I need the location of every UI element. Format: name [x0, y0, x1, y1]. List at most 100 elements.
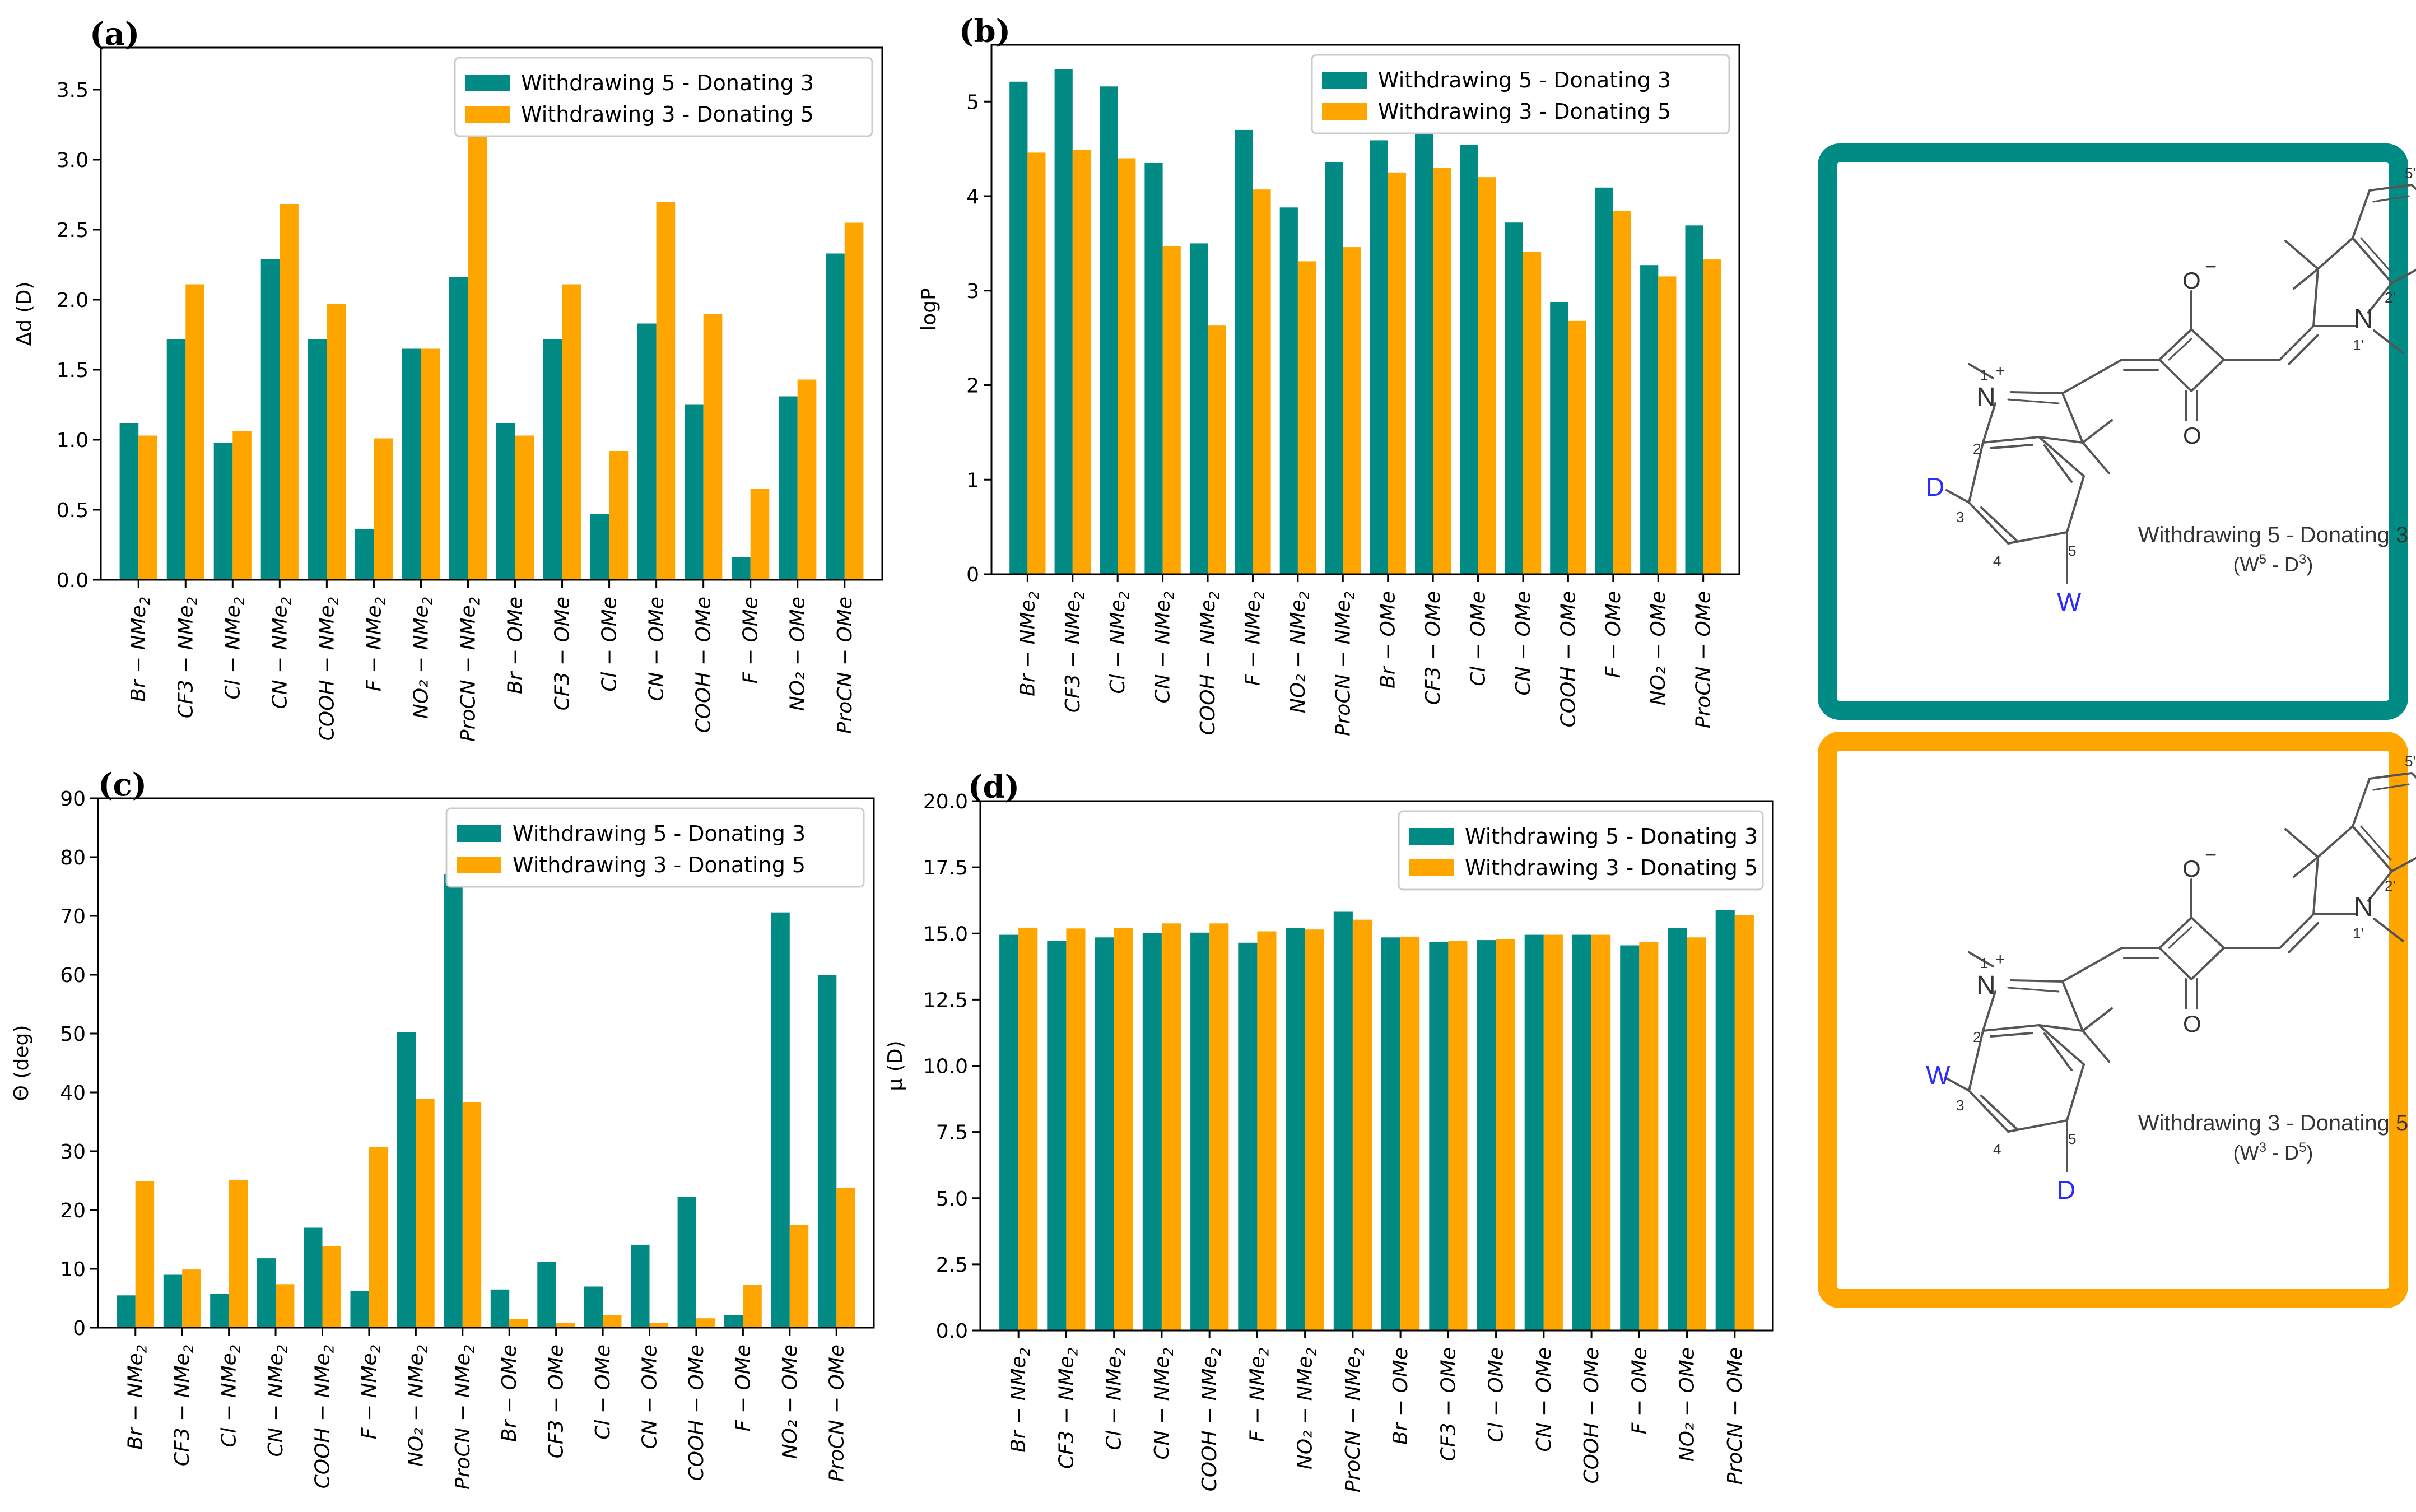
- legend-swatch: [1409, 859, 1454, 876]
- x-tick-label: NO₂ − OMe: [786, 597, 809, 711]
- locant-label: 4: [1993, 1141, 2001, 1157]
- bar-w3d5: [1591, 934, 1611, 1330]
- bond: [2007, 398, 2060, 404]
- bond: [1968, 1090, 2009, 1133]
- x-tick-label: NO₂ − NMe2: [404, 1344, 430, 1467]
- bar-w3d5: [1352, 919, 1372, 1330]
- locant-label: 3: [1956, 509, 1964, 525]
- bond: [2372, 783, 2410, 791]
- bar-w5d3: [402, 348, 421, 580]
- bar-w3d5: [696, 1318, 715, 1328]
- bar-w5d3: [1668, 928, 1687, 1330]
- oxygen-label: O: [2182, 855, 2201, 882]
- bond: [1968, 441, 1984, 504]
- bond: [2391, 857, 2416, 872]
- bond: [1982, 402, 1996, 444]
- bond: [2158, 328, 2192, 361]
- bond: [2061, 392, 2084, 444]
- x-tick-label-base: ProCN − OMe: [1724, 1347, 1747, 1485]
- legend-swatch: [1409, 828, 1454, 845]
- x-tick-label-sub: 2: [181, 1344, 197, 1353]
- bar-w5d3: [1235, 129, 1253, 574]
- x-tick-label-base: Br − OMe: [1377, 591, 1400, 688]
- bar-w3d5: [1253, 189, 1271, 574]
- charge-label: −: [2205, 843, 2217, 866]
- bar-w5d3: [1715, 910, 1735, 1330]
- bar-w5d3: [1142, 933, 1162, 1330]
- formula-sup: 5: [2299, 1140, 2306, 1155]
- x-tick-label: Cl − OMe: [1467, 591, 1490, 686]
- x-tick-label: NO₂ − NMe2: [1294, 1347, 1320, 1469]
- legend-label: Withdrawing 3 - Donating 5: [1378, 99, 1671, 124]
- x-tick-label-base: F − NMe: [358, 1353, 381, 1439]
- x-tick-label-base: Cl − NMe: [218, 1353, 241, 1447]
- bond: [2038, 436, 2084, 444]
- x-tick-label-base: Br − OMe: [1389, 1347, 1412, 1445]
- y-tick-label: 5: [966, 91, 979, 114]
- x-tick-label: COOH − OMe: [1580, 1347, 1603, 1483]
- bar-w5d3: [1279, 207, 1298, 575]
- x-tick-label-base: F − NMe: [1246, 1356, 1269, 1442]
- x-tick-label-base: COOH − NMe: [315, 605, 338, 741]
- y-tick-label: 2: [966, 375, 979, 398]
- bar-w5d3: [1381, 937, 1401, 1330]
- x-tick-label-base: COOH − OMe: [1580, 1347, 1603, 1483]
- bar-w3d5: [1162, 246, 1181, 574]
- bar-w5d3: [732, 557, 751, 580]
- bond: [2368, 184, 2413, 192]
- bar-w3d5: [556, 1323, 575, 1328]
- bar-w5d3: [350, 1291, 369, 1328]
- legend-swatch: [465, 106, 510, 123]
- x-tick-label: CN − NMe2: [1152, 591, 1177, 704]
- y-tick-label: 1: [966, 469, 979, 492]
- x-tick-label-base: ProCN − NMe: [1332, 599, 1354, 736]
- formula-part: (W: [2233, 553, 2259, 576]
- x-tick-label: CN − OMe: [1533, 1347, 1556, 1452]
- bond: [2288, 922, 2319, 953]
- bar-w5d3: [260, 259, 280, 580]
- bar-w3d5: [1400, 936, 1420, 1330]
- bar-w3d5: [1703, 259, 1721, 575]
- bar-w5d3: [537, 1262, 556, 1328]
- bar-w5d3: [826, 253, 845, 580]
- plot-frame: [97, 797, 875, 1329]
- x-tick-label-sub: 2: [1304, 1347, 1320, 1356]
- bond: [2293, 268, 2319, 290]
- formula-sup: 5: [2259, 552, 2266, 567]
- x-tick-label-base: NO₂ − OMe: [1647, 591, 1670, 705]
- bond: [1982, 1024, 2040, 1032]
- bond: [2317, 237, 2354, 270]
- bar-w3d5: [232, 431, 252, 580]
- bar-w3d5: [135, 1181, 155, 1328]
- x-tick-label-base: NO₂ − NMe: [404, 1353, 427, 1467]
- x-tick-label: CF3 − NMe2: [1062, 591, 1087, 713]
- bar-w3d5: [421, 348, 440, 580]
- legend-box: [445, 807, 865, 888]
- y-tick-label: 15.0: [923, 923, 968, 946]
- panel-label: (b): [959, 13, 1011, 50]
- bar-w3d5: [844, 222, 864, 580]
- bar-w3d5: [1448, 941, 1468, 1330]
- x-tick-label-sub: 2: [321, 1344, 337, 1353]
- x-tick-label-base: Cl − OMe: [598, 597, 621, 692]
- bar-w3d5: [515, 435, 534, 580]
- legend-label: Withdrawing 5 - Donating 3: [521, 71, 814, 95]
- x-tick-label: CN − NMe2: [264, 1344, 290, 1457]
- x-tick-label: COOH − NMe2: [1197, 591, 1222, 735]
- x-tick-label: F − OMe: [732, 1344, 755, 1431]
- y-tick-label: 50: [60, 1023, 86, 1046]
- bar-w3d5: [656, 202, 676, 580]
- bond: [2317, 825, 2354, 858]
- x-tick-label-base: Br − NMe: [1007, 1356, 1030, 1453]
- legend-label: Withdrawing 5 - Donating 3: [513, 821, 806, 846]
- bar-w5d3: [1640, 265, 1659, 574]
- bond: [2038, 1024, 2084, 1032]
- x-tick-label: COOH − OMe: [692, 597, 715, 733]
- x-tick-label-base: Cl − NMe: [1106, 599, 1129, 694]
- bar-w5d3: [496, 423, 515, 580]
- y-tick-label: 0.0: [57, 569, 89, 592]
- bar-w3d5: [1433, 168, 1451, 574]
- x-tick-label: COOH − NMe2: [1198, 1347, 1224, 1491]
